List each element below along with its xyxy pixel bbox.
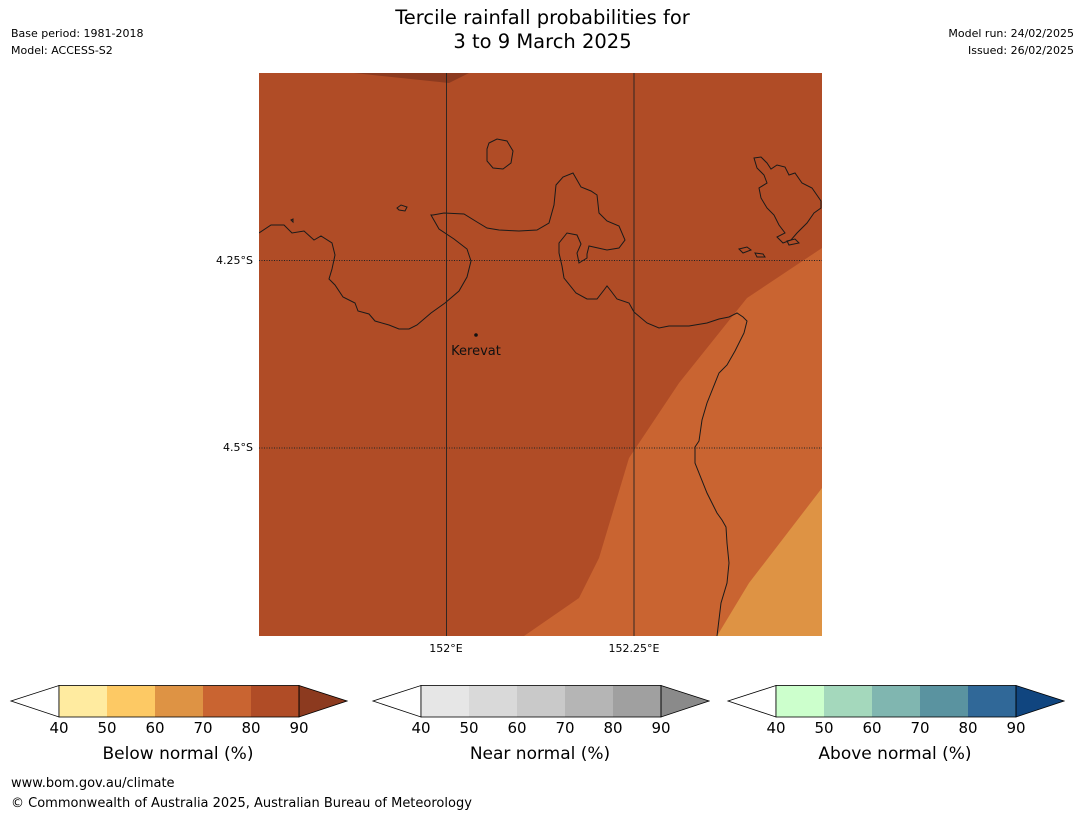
colorbar-below-swatches	[9, 684, 348, 718]
tick-40: 40	[49, 719, 69, 737]
colorbar-near-80-90	[613, 685, 661, 717]
tick-80: 80	[603, 719, 623, 737]
tick-70: 70	[555, 719, 575, 737]
tick-60: 60	[862, 719, 882, 737]
tick-90: 90	[289, 719, 309, 737]
colorbar-below-low-arrow	[9, 684, 60, 718]
tick-50: 50	[459, 719, 479, 737]
tick-90: 90	[1006, 719, 1026, 737]
graticule	[259, 73, 822, 636]
title-line-1: Tercile rainfall probabilities for	[395, 6, 690, 29]
islet-east-c	[786, 238, 801, 246]
lat-label-4-25: 4.25°S	[216, 254, 253, 267]
islet-east-a	[738, 246, 753, 254]
colorbar-near-normal: 40 50 60 70 80 90 Near normal (%)	[370, 684, 710, 774]
colorbar-below-40-50	[59, 685, 107, 717]
colorbar-above-70-80	[920, 685, 968, 717]
colorbar-above-low-arrow	[726, 684, 777, 718]
footer: www.bom.gov.au/climate © Commonwealth of…	[11, 774, 472, 814]
tick-40: 40	[766, 719, 786, 737]
colorbar-above-60-70	[872, 685, 920, 717]
colorbar-near-50-60	[469, 685, 517, 717]
below-normal-90-plus-region	[354, 73, 469, 83]
tick-70: 70	[193, 719, 213, 737]
colorbar-below-70-80	[203, 685, 251, 717]
probability-map: Kerevat	[259, 73, 822, 636]
lon-label-152: 152°E	[429, 642, 463, 655]
colorbar-near-label: Near normal (%)	[469, 744, 611, 764]
coastline	[259, 138, 822, 636]
colorbar-above-swatches	[726, 684, 1065, 718]
colorbar-below-normal: 40 50 60 70 80 90 Below normal (%)	[8, 684, 348, 774]
tick-50: 50	[97, 719, 117, 737]
colorbar-above-high-arrow	[1015, 684, 1065, 718]
lon-label-152-25: 152.25°E	[608, 642, 660, 655]
place-label-kerevat: Kerevat	[451, 344, 501, 359]
model-info: Base period: 1981-2018 Model: ACCESS-S2	[11, 25, 143, 59]
base-period-text: Base period: 1981-2018	[11, 27, 144, 40]
colorbar-near-60-70	[517, 685, 565, 717]
tick-90: 90	[651, 719, 671, 737]
small-island-north	[486, 138, 514, 170]
colorbar-below-50-60	[107, 685, 155, 717]
tick-50: 50	[814, 719, 834, 737]
map-title: Tercile rainfall probabilities for 3 to …	[0, 6, 1085, 54]
colorbar-below-80-90	[251, 685, 299, 717]
below-normal-70-80-region	[524, 248, 822, 636]
colorbar-above-80-90	[968, 685, 1016, 717]
colorbar-near-40-50	[421, 685, 469, 717]
issued-text: Issued: 26/02/2025	[967, 44, 1074, 57]
duke-of-york-islands	[753, 156, 822, 244]
below-normal-60-70-region	[717, 488, 822, 636]
model-run-text: Model run: 24/02/2025	[948, 27, 1074, 40]
colorbar-above-40-50	[776, 685, 824, 717]
colorbar-near-low-arrow	[371, 684, 422, 718]
model-name-text: Model: ACCESS-S2	[11, 44, 113, 57]
colorbar-near-swatches	[371, 684, 710, 718]
colorbar-below-ticks: 40 50 60 70 80 90	[8, 719, 348, 739]
title-line-2: 3 to 9 March 2025	[453, 30, 632, 53]
colorbar-below-60-70	[155, 685, 203, 717]
tick-80: 80	[241, 719, 261, 737]
islet-tiny	[290, 218, 294, 224]
tick-40: 40	[411, 719, 431, 737]
tick-80: 80	[958, 719, 978, 737]
bom-url[interactable]: www.bom.gov.au/climate	[11, 776, 175, 791]
colorbar-near-70-80	[565, 685, 613, 717]
colorbar-below-high-arrow	[298, 684, 348, 718]
colorbar-above-50-60	[824, 685, 872, 717]
islet-west	[396, 204, 408, 212]
kerevat-marker	[474, 333, 478, 337]
tick-60: 60	[507, 719, 527, 737]
colorbar-below-label: Below normal (%)	[102, 744, 254, 764]
main-island-coast	[259, 172, 748, 636]
colorbar-near-ticks: 40 50 60 70 80 90	[370, 719, 710, 739]
copyright-text: © Commonwealth of Australia 2025, Austra…	[11, 796, 472, 811]
tick-60: 60	[145, 719, 165, 737]
colorbar-above-label: Above normal (%)	[818, 744, 972, 764]
lat-label-4-5: 4.5°S	[223, 441, 253, 454]
colorbar-near-high-arrow	[660, 684, 710, 718]
tick-70: 70	[910, 719, 930, 737]
map-svg: Kerevat	[259, 73, 822, 636]
run-info: Model run: 24/02/2025 Issued: 26/02/2025	[948, 25, 1074, 59]
colorbar-above-normal: 40 50 60 70 80 90 Above normal (%)	[725, 684, 1065, 774]
colorbar-above-ticks: 40 50 60 70 80 90	[725, 719, 1065, 739]
islet-east-b	[754, 252, 766, 258]
